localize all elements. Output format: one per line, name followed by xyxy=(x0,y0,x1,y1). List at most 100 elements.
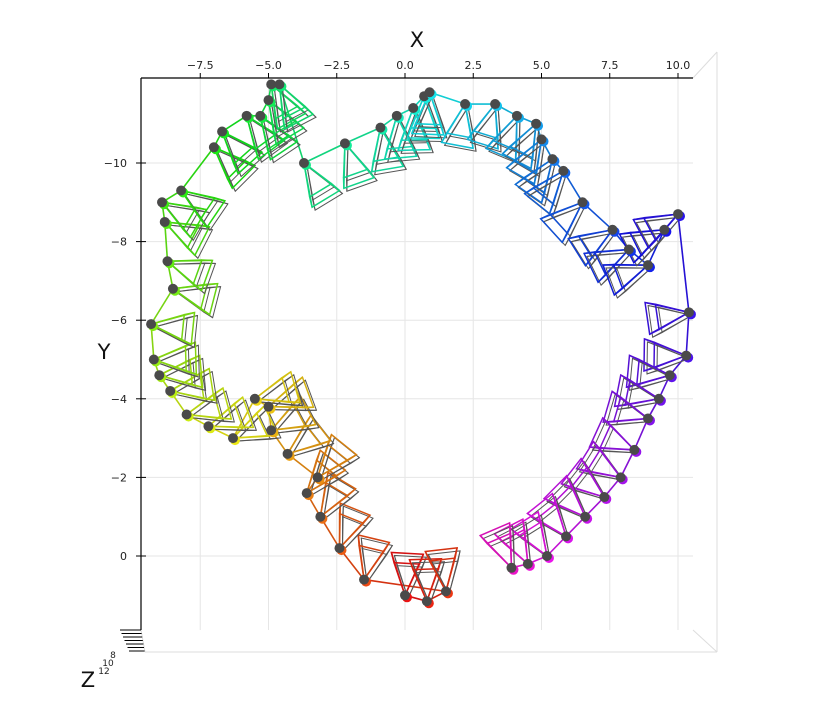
frustum-edge xyxy=(412,569,428,602)
camera-marker xyxy=(159,216,170,227)
frustum-edge xyxy=(306,459,318,494)
camera-frustum xyxy=(501,123,540,173)
camera-frustum xyxy=(303,162,344,211)
frustum-edge xyxy=(555,503,567,537)
frustum-edge xyxy=(232,412,258,439)
frustum-edge xyxy=(661,314,693,334)
frustum-edge xyxy=(518,535,548,557)
frustum-edge xyxy=(643,213,679,219)
camera-marker xyxy=(577,197,588,208)
frustum-edge xyxy=(173,393,207,403)
frustum-edge xyxy=(523,529,529,564)
trajectory-segment xyxy=(677,214,690,313)
frustum-edge xyxy=(445,103,466,134)
z-tick-label: 10 xyxy=(102,659,114,669)
camera-marker xyxy=(208,142,219,153)
trajectory-segment xyxy=(363,578,447,593)
frustum-edge xyxy=(432,95,445,128)
x-axis-label: X xyxy=(410,28,424,52)
camera-frustum xyxy=(245,115,289,164)
camera-marker xyxy=(607,224,618,235)
camera-marker xyxy=(263,401,274,412)
frustum-edge xyxy=(570,486,605,498)
trajectory-segment xyxy=(232,398,256,439)
frustum-edge xyxy=(290,446,324,458)
camera-marker xyxy=(531,118,542,129)
frustum-edge xyxy=(189,417,224,423)
trajectory-segment xyxy=(685,312,690,356)
grid-lines xyxy=(141,78,693,630)
camera-marker xyxy=(522,558,533,569)
frustum-edge xyxy=(497,107,502,142)
frustum-edge xyxy=(249,118,259,153)
camera-marker xyxy=(400,590,410,601)
frustum-edge xyxy=(375,130,384,165)
pane-edges xyxy=(140,51,718,653)
camera-marker xyxy=(274,79,285,90)
camera-frustum xyxy=(644,301,693,338)
frustum-base xyxy=(539,213,569,244)
camera-marker xyxy=(511,110,522,121)
frustum-edge xyxy=(599,449,622,478)
frustum-edge xyxy=(594,232,616,261)
camera-marker xyxy=(255,110,266,121)
frustum-edge xyxy=(658,311,690,331)
frustum-edge xyxy=(287,443,321,455)
frustum-edge xyxy=(495,118,521,144)
frustum-edge xyxy=(235,438,271,442)
frustum-edge xyxy=(492,115,518,141)
frustum-edge xyxy=(620,396,649,420)
frustum-edge xyxy=(286,423,306,455)
y-tick-label: −10 xyxy=(104,157,127,170)
camera-marker xyxy=(536,134,547,145)
frustum-edge xyxy=(613,417,649,423)
frustum-edge xyxy=(566,201,584,234)
y-tick-label: −4 xyxy=(111,393,127,406)
frustum-edge xyxy=(547,161,556,196)
frustum-edge xyxy=(316,444,329,478)
frustum-edge xyxy=(428,560,447,592)
frustum-edge xyxy=(175,286,211,293)
frustum-edge xyxy=(445,557,456,592)
camera-marker xyxy=(664,370,675,381)
trajectory-path xyxy=(150,83,690,602)
trajectory-segment xyxy=(344,126,381,145)
frustum-edge xyxy=(654,341,687,357)
camera-marker xyxy=(541,551,552,561)
frustum-edge xyxy=(386,115,398,150)
camera-marker xyxy=(506,562,517,573)
trajectory-segment xyxy=(303,142,346,164)
frustum-edge xyxy=(570,484,586,517)
camera-frustum xyxy=(542,474,589,521)
frustum-edge xyxy=(629,379,660,400)
frustum-edge xyxy=(539,142,545,177)
camera-frustum xyxy=(601,263,652,299)
camera-marker xyxy=(301,488,312,499)
z-tick-label: 12 xyxy=(98,667,109,677)
frustum-edge xyxy=(363,551,385,581)
frustum-edge xyxy=(656,358,690,372)
camera-marker xyxy=(623,244,634,255)
frustum-edge xyxy=(153,345,186,361)
frustum-edge xyxy=(254,377,283,400)
camera-marker xyxy=(176,185,187,196)
frustum-edge xyxy=(400,107,414,141)
camera-marker xyxy=(181,409,192,420)
frustum-edge xyxy=(257,401,293,406)
x-tick-label: −7.5 xyxy=(187,59,214,72)
frustum-edge xyxy=(162,377,196,389)
camera-frustum xyxy=(254,370,304,407)
camera-marker xyxy=(615,472,626,483)
frustum-edge xyxy=(472,103,496,132)
frustum-edge xyxy=(150,313,185,325)
camera-marker xyxy=(659,224,670,235)
frustum-edge xyxy=(273,87,279,122)
frustum-edge xyxy=(346,146,349,181)
frustum-edge xyxy=(625,267,652,292)
frustum-edge xyxy=(271,103,278,138)
camera-frustum xyxy=(567,229,616,270)
x-tick-label: 7.5 xyxy=(601,59,619,72)
frustum-edge xyxy=(599,447,635,451)
frustum-edge xyxy=(319,495,349,518)
z-axis-label: Z xyxy=(81,668,95,692)
